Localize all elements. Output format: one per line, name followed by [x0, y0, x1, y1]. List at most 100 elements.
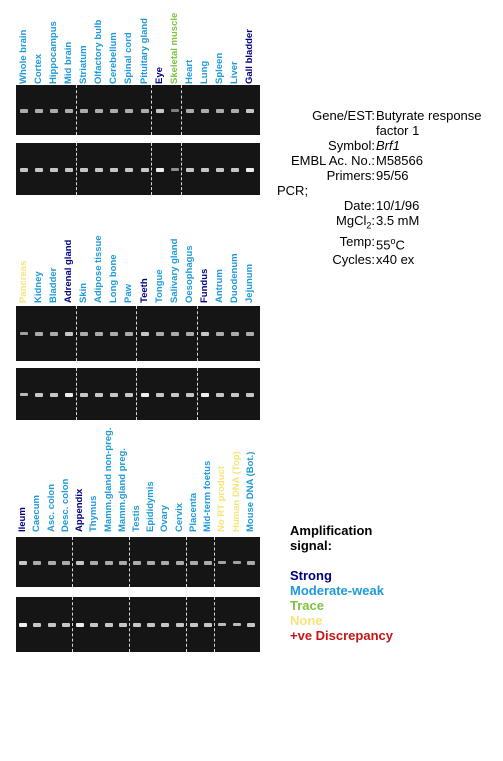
- gel-panel-2: Pancreas Kidney Bladder Adrenal gland Skin Ad…: [0, 225, 262, 425]
- tissue-label: Teeth: [138, 278, 150, 303]
- tissue-label: Mouse DNA (Bot.): [244, 451, 256, 532]
- tissue-label: Long bone: [108, 254, 120, 303]
- tissue-label: Kidney: [32, 271, 44, 303]
- gel-band: [216, 332, 225, 336]
- lane-separator: [75, 306, 77, 361]
- tissue-label: Cerebellum: [108, 32, 120, 84]
- lane-separator: [71, 597, 73, 652]
- gel-band: [170, 168, 179, 171]
- mgcl2-row: MgCl2: 3.5 mM: [277, 213, 502, 234]
- embl-value: M58566: [376, 153, 423, 168]
- gel-image-top: [16, 537, 260, 587]
- gel-band: [34, 168, 43, 172]
- gel-band: [201, 332, 210, 336]
- lane-separator: [185, 597, 187, 652]
- gel-band: [147, 623, 156, 627]
- lane-separator: [75, 368, 77, 420]
- mgcl2-value: 3.5 mM: [376, 213, 420, 228]
- gel-band: [19, 168, 28, 172]
- tissue-labels: Pancreas Kidney Bladder Adrenal gland Skin Ad…: [0, 225, 260, 303]
- tissue-label: Olfactory bulb: [93, 19, 105, 84]
- gel-band: [76, 623, 85, 627]
- gel-band: [155, 393, 164, 397]
- lane-separator: [214, 537, 216, 587]
- gel-band: [49, 109, 58, 113]
- tissue-label: Pituitary gland: [138, 18, 150, 84]
- gel-band: [189, 623, 198, 627]
- gene-value: Butyrate response factor 1: [376, 108, 482, 138]
- tissue-label: Ovary: [159, 505, 171, 532]
- cycles-value: x40 ex: [376, 251, 415, 267]
- gel-band: [104, 623, 113, 627]
- gel-band: [216, 109, 225, 113]
- mgcl2-label: MgCl2:: [277, 213, 375, 234]
- gel-band: [216, 393, 225, 397]
- gel-band: [246, 168, 255, 172]
- gel-panel-3: Ileum Caecum Asc. colon Desc. colon Appendix…: [0, 425, 262, 660]
- gel-band: [161, 623, 170, 627]
- lane-separator: [136, 306, 137, 361]
- pcr-label: PCR;: [277, 183, 309, 198]
- tissue-label: Liver: [229, 61, 241, 84]
- gel-panel-1: Whole brain Cortex Hippocampus Mid brain Str…: [0, 0, 262, 225]
- tissue-label: Pancreas: [17, 260, 29, 303]
- lane-separator: [128, 537, 130, 587]
- tissue-label: Testis: [131, 505, 142, 532]
- gene-row: Gene/EST: Butyrate response factor 1: [277, 108, 502, 138]
- lane-separator: [151, 143, 153, 195]
- gel-band: [34, 393, 43, 397]
- gel-band: [133, 561, 141, 565]
- tissue-label: Eye: [153, 67, 165, 84]
- gel-band: [104, 561, 113, 565]
- gel-band: [133, 623, 141, 627]
- lane-separator: [0, 677, 260, 761]
- gel-band: [140, 332, 149, 336]
- gel-band: [218, 623, 227, 626]
- gel-band: [140, 109, 149, 113]
- gel-band: [204, 623, 213, 627]
- primers-value: 95/56: [376, 168, 409, 183]
- lane-separator: [214, 597, 216, 652]
- gel-band: [140, 168, 149, 172]
- tissue-label: Adipose tissue: [93, 235, 105, 303]
- gel-band: [175, 561, 184, 565]
- gel-band: [110, 393, 119, 397]
- tissue-label: Mid brain: [62, 41, 74, 84]
- gel-band: [110, 109, 119, 113]
- gel-band: [185, 109, 194, 113]
- temp-value: 55oC: [375, 234, 405, 252]
- tissue-label: Caecum: [31, 495, 43, 532]
- lane-separator: [181, 85, 183, 135]
- gel-band: [80, 168, 89, 172]
- cycles-row: Cycles: x40 ex: [277, 252, 502, 267]
- legend-title-line2: signal:: [290, 538, 332, 553]
- tissue-label: Mid-term foetus: [202, 460, 214, 532]
- gel-band: [64, 332, 73, 336]
- gel-band: [49, 393, 58, 397]
- mgcl2-label-main: MgCl: [336, 213, 367, 228]
- gel-band: [80, 332, 89, 336]
- tissue-label: Placenta: [187, 492, 199, 532]
- gel-band: [64, 109, 73, 113]
- gel-band: [201, 168, 210, 172]
- gel-band: [246, 332, 255, 336]
- tissue-label: Adrenal gland: [62, 239, 74, 303]
- gel-band: [118, 623, 127, 627]
- gel-band: [231, 109, 240, 113]
- date-value: 10/1/96: [376, 198, 420, 213]
- gel-band: [201, 109, 210, 113]
- amplification-legend: Amplification signal: Strong Moderate-we…: [290, 523, 393, 643]
- legend-item-moderate: Moderate-weak: [290, 583, 384, 598]
- tissue-label: Cervix: [173, 502, 185, 532]
- tissue-label: Hippocampus: [47, 21, 59, 84]
- tissue-label: Duodenum: [229, 253, 241, 303]
- legend-spacer: [290, 553, 393, 568]
- tissue-label: Skeletal muscle: [168, 12, 180, 84]
- tissue-label: Spinal cord: [123, 32, 135, 84]
- tissue-label: Spleen: [214, 52, 226, 84]
- gel-band: [125, 109, 134, 113]
- tissue-labels: Ileum Caecum Asc. colon Desc. colon Appendix…: [0, 425, 260, 533]
- gel-band: [216, 168, 225, 172]
- tissue-label: Heart: [183, 59, 195, 84]
- gel-band: [47, 623, 56, 627]
